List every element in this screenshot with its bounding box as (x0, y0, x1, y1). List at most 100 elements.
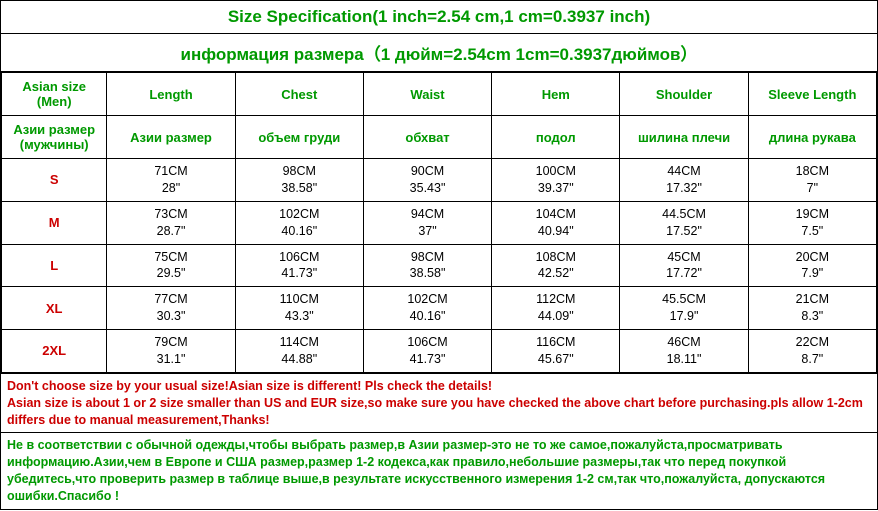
cell-in: 31.1" (109, 351, 232, 368)
cell-cm: 44.5CM (622, 206, 745, 223)
cell-3-3: 112CM44.09" (492, 287, 620, 330)
cell-in: 18.11" (622, 351, 745, 368)
cell-in: 7.9" (751, 265, 874, 282)
table-row: S71CM28"98CM38.58"90CM35.43"100CM39.37"4… (2, 159, 877, 202)
cell-cm: 73CM (109, 206, 232, 223)
note-en-line: Don't choose size by your usual size!Asi… (7, 378, 871, 395)
cell-in: 44.09" (494, 308, 617, 325)
col-header-ru-5: шилина плечи (620, 116, 748, 159)
cell-0-1: 98CM38.58" (235, 159, 363, 202)
cell-3-5: 21CM8.3" (748, 287, 876, 330)
cell-cm: 18CM (751, 163, 874, 180)
cell-3-2: 102CM40.16" (363, 287, 491, 330)
cell-cm: 102CM (238, 206, 361, 223)
cell-4-2: 106CM41.73" (363, 330, 491, 373)
cell-in: 7.5" (751, 223, 874, 240)
col-header-ru-3: обхват (363, 116, 491, 159)
cell-4-3: 116CM45.67" (492, 330, 620, 373)
cell-2-3: 108CM42.52" (492, 244, 620, 287)
cell-4-5: 22CM8.7" (748, 330, 876, 373)
cell-in: 38.58" (238, 180, 361, 197)
cell-in: 45.67" (494, 351, 617, 368)
col-header-ru-6: длина рукава (748, 116, 876, 159)
cell-cm: 110CM (238, 291, 361, 308)
cell-2-4: 45CM17.72" (620, 244, 748, 287)
title-english: Size Specification(1 inch=2.54 cm,1 cm=0… (1, 1, 877, 34)
cell-3-1: 110CM43.3" (235, 287, 363, 330)
size-label-M: M (2, 201, 107, 244)
cell-in: 41.73" (238, 265, 361, 282)
cell-cm: 22CM (751, 334, 874, 351)
cell-cm: 98CM (366, 249, 489, 266)
cell-in: 39.37" (494, 180, 617, 197)
cell-in: 35.43" (366, 180, 489, 197)
cell-cm: 46CM (622, 334, 745, 351)
cell-in: 40.16" (366, 308, 489, 325)
cell-0-2: 90CM35.43" (363, 159, 491, 202)
cell-cm: 45.5CM (622, 291, 745, 308)
cell-in: 40.16" (238, 223, 361, 240)
col-header-en-5: Shoulder (620, 73, 748, 116)
cell-in: 8.7" (751, 351, 874, 368)
note-russian: Не в соответствии с обычной одежды,чтобы… (1, 432, 877, 509)
cell-4-0: 79CM31.1" (107, 330, 235, 373)
cell-in: 17.32" (622, 180, 745, 197)
table-row: 2XL79CM31.1"114CM44.88"106CM41.73"116CM4… (2, 330, 877, 373)
cell-cm: 100CM (494, 163, 617, 180)
size-label-XL: XL (2, 287, 107, 330)
cell-2-1: 106CM41.73" (235, 244, 363, 287)
cell-0-3: 100CM39.37" (492, 159, 620, 202)
col-header-ru-0: Азии размер (мужчины) (2, 116, 107, 159)
cell-in: 41.73" (366, 351, 489, 368)
cell-in: 28.7" (109, 223, 232, 240)
note-en-line: Asian size is about 1 or 2 size smaller … (7, 395, 871, 429)
cell-in: 30.3" (109, 308, 232, 325)
cell-4-4: 46CM18.11" (620, 330, 748, 373)
cell-cm: 77CM (109, 291, 232, 308)
cell-0-4: 44CM17.32" (620, 159, 748, 202)
cell-4-1: 114CM44.88" (235, 330, 363, 373)
size-label-L: L (2, 244, 107, 287)
table-row: XL77CM30.3"110CM43.3"102CM40.16"112CM44.… (2, 287, 877, 330)
cell-cm: 108CM (494, 249, 617, 266)
cell-in: 17.72" (622, 265, 745, 282)
note-english: Don't choose size by your usual size!Asi… (1, 373, 877, 433)
cell-cm: 75CM (109, 249, 232, 266)
cell-in: 44.88" (238, 351, 361, 368)
size-table: Asian size (Men)LengthChestWaistHemShoul… (1, 72, 877, 373)
header-row-ru: Азии размер (мужчины)Азии размеробъем гр… (2, 116, 877, 159)
header-row-en: Asian size (Men)LengthChestWaistHemShoul… (2, 73, 877, 116)
col-header-en-1: Length (107, 73, 235, 116)
cell-in: 17.52" (622, 223, 745, 240)
cell-cm: 106CM (238, 249, 361, 266)
col-header-en-2: Chest (235, 73, 363, 116)
size-chart-container: Size Specification(1 inch=2.54 cm,1 cm=0… (0, 0, 878, 510)
col-header-en-6: Sleeve Length (748, 73, 876, 116)
cell-in: 40.94" (494, 223, 617, 240)
cell-3-0: 77CM30.3" (107, 287, 235, 330)
col-header-ru-1: Азии размер (107, 116, 235, 159)
title-russian: информация размера（1 дюйм=2.54cm 1cm=0.3… (1, 34, 877, 72)
cell-cm: 94CM (366, 206, 489, 223)
cell-in: 28" (109, 180, 232, 197)
col-header-en-4: Hem (492, 73, 620, 116)
cell-cm: 116CM (494, 334, 617, 351)
cell-1-4: 44.5CM17.52" (620, 201, 748, 244)
cell-2-0: 75CM29.5" (107, 244, 235, 287)
cell-cm: 114CM (238, 334, 361, 351)
cell-0-5: 18CM7" (748, 159, 876, 202)
cell-1-0: 73CM28.7" (107, 201, 235, 244)
cell-cm: 19CM (751, 206, 874, 223)
cell-in: 38.58" (366, 265, 489, 282)
cell-cm: 106CM (366, 334, 489, 351)
col-header-ru-2: объем груди (235, 116, 363, 159)
cell-1-5: 19CM7.5" (748, 201, 876, 244)
cell-in: 17.9" (622, 308, 745, 325)
cell-cm: 112CM (494, 291, 617, 308)
cell-cm: 20CM (751, 249, 874, 266)
col-header-ru-4: подол (492, 116, 620, 159)
cell-1-3: 104CM40.94" (492, 201, 620, 244)
table-row: M73CM28.7"102CM40.16"94CM37"104CM40.94"4… (2, 201, 877, 244)
cell-in: 7" (751, 180, 874, 197)
cell-cm: 102CM (366, 291, 489, 308)
